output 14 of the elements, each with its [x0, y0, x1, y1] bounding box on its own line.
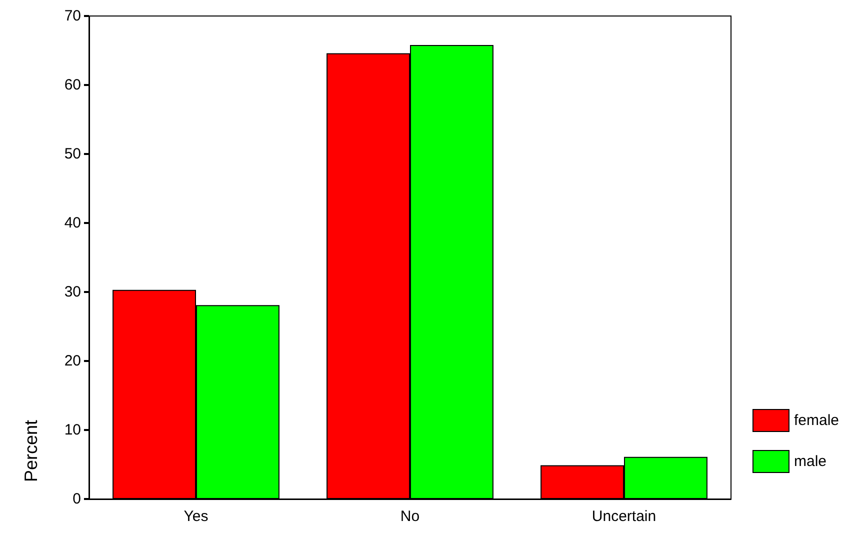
x-tick-label: Uncertain	[592, 508, 656, 525]
y-tick-label: 70	[64, 8, 81, 24]
y-tick-label: 0	[72, 490, 81, 508]
x-tick-label: No	[400, 508, 420, 525]
y-axis-title: Percent	[21, 420, 41, 482]
y-tick-label: 50	[64, 146, 81, 162]
legend-label: female	[794, 412, 840, 429]
legend-label: male	[794, 453, 826, 470]
y-tick-label: 20	[64, 352, 81, 370]
y-tick-label: 30	[64, 284, 81, 300]
y-tick-label: 60	[64, 76, 81, 94]
y-tick-label: 40	[64, 214, 81, 232]
x-tick-label: Yes	[184, 508, 208, 525]
y-tick-label: 10	[64, 422, 81, 438]
